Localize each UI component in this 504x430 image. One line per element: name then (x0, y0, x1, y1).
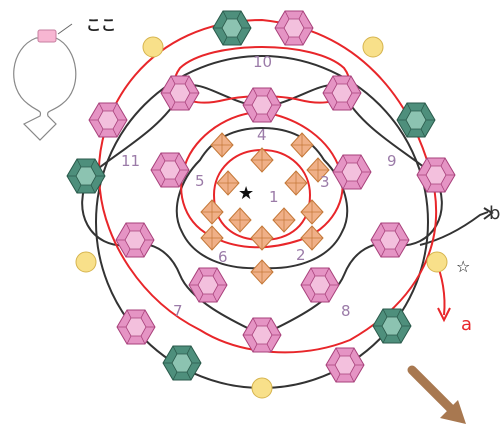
open-star-marker: ☆ (456, 257, 470, 276)
thread-label-a: a (461, 314, 472, 335)
thread-label-b: b (489, 203, 500, 224)
region-number-9: 9 (387, 152, 397, 170)
region-number-1: 1 (269, 188, 279, 206)
region-number-5: 5 (195, 172, 205, 190)
region-number-10: 10 (253, 53, 272, 71)
region-number-4: 4 (257, 126, 267, 144)
region-number-11: 11 (121, 152, 140, 170)
region-number-2: 2 (296, 246, 306, 264)
inset-label: ここ (86, 16, 116, 34)
direction-arrow (407, 365, 466, 424)
region-number-3: 3 (320, 173, 330, 191)
filled-star-marker: ★ (238, 183, 254, 204)
region-number-6: 6 (218, 248, 228, 266)
region-number-7: 7 (173, 302, 183, 320)
region-numbers: 1 2 3 4 5 6 7 8 9 10 11 (121, 53, 397, 320)
vessel-inset: ここ (13, 16, 116, 141)
red-thread (97, 18, 451, 354)
region-number-8: 8 (341, 302, 351, 320)
